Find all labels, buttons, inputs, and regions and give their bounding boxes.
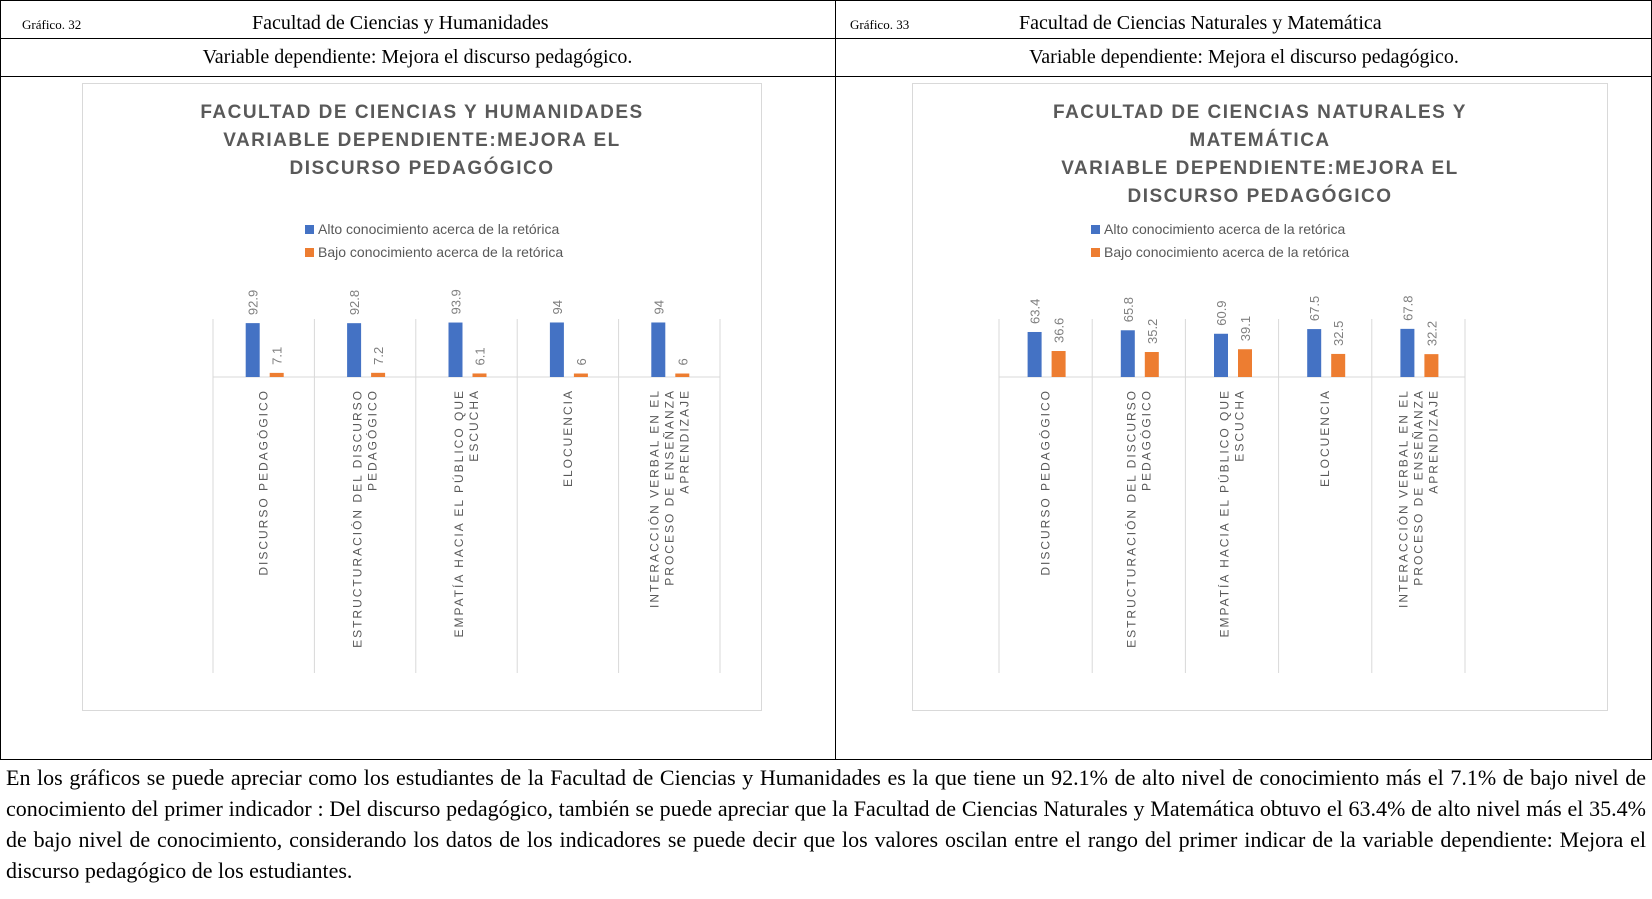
data-label: 7.2 <box>371 347 386 365</box>
bar-bajo <box>1238 349 1252 377</box>
category-label: PEDAGÓGICO <box>365 389 380 491</box>
data-label: 39.1 <box>1238 316 1253 341</box>
category-label: APRENDIZAJE <box>677 389 691 494</box>
bar-alto <box>448 322 463 377</box>
table-border-top <box>0 0 1652 1</box>
bar-bajo <box>269 372 284 377</box>
chart-title-line: FACULTAD DE CIENCIAS Y HUMANIDADES <box>200 102 643 123</box>
legend-label: Alto conocimiento acerca de la retórica <box>1104 221 1345 237</box>
chart-naturales-svg: FACULTAD DE CIENCIAS NATURALES Y MATEMÁTI… <box>998 102 1467 673</box>
bar-bajo <box>1424 354 1439 377</box>
chart-title-line: DISCURSO PEDAGÓGICO <box>290 157 555 179</box>
chart-humanidades-svg: FACULTAD DE CIENCIAS Y HUMANIDADES VARIAB… <box>200 102 721 673</box>
legend-label: Alto conocimiento acerca de la retórica <box>318 221 559 237</box>
analysis-paragraph: En los gráficos se puede apreciar como l… <box>6 765 1646 883</box>
category-label: INTERACCIÓN VERBAL EN EL <box>1395 389 1410 608</box>
category-label: PEDAGÓGICO <box>1138 389 1153 491</box>
category-label: ELOCUENCIA <box>561 389 575 487</box>
data-label: 7.1 <box>270 347 285 365</box>
legend-swatch <box>1091 225 1100 234</box>
data-label: 6.1 <box>473 347 488 365</box>
chart-naturales: FACULTAD DE CIENCIAS NATURALES Y MATEMÁTI… <box>912 83 1608 711</box>
category-label: ELOCUENCIA <box>1318 389 1332 487</box>
bar-bajo <box>675 373 690 377</box>
table-border-left <box>0 0 1 760</box>
legend-label: Bajo conocimiento acerca de la retórica <box>1104 244 1349 260</box>
data-label: 92.8 <box>347 290 362 315</box>
legend-swatch <box>305 225 314 234</box>
figure-label-right: Gráfico. 33 <box>850 17 910 32</box>
bar-bajo <box>573 373 588 377</box>
data-label: 65.8 <box>1121 297 1136 322</box>
legend-label: Bajo conocimiento acerca de la retórica <box>318 244 563 260</box>
bar-bajo <box>1144 352 1159 377</box>
bar-alto <box>1307 329 1322 377</box>
category-label: DISCURSO PEDAGÓGICO <box>1038 389 1053 576</box>
category-label: PROCESO DE ENSEÑANZA <box>1411 389 1425 586</box>
bar-alto <box>1027 331 1042 377</box>
bar-bajo <box>1051 351 1066 377</box>
data-label: 35.2 <box>1145 319 1160 344</box>
category-label: EMPATÍA HACIA EL PÚBLICO QUE <box>451 389 466 638</box>
table-divider-row1 <box>0 38 1652 39</box>
data-label: 92.9 <box>246 290 261 315</box>
bar-alto <box>1214 333 1228 377</box>
bar-alto <box>347 323 362 377</box>
chart-title-line: DISCURSO PEDAGÓGICO <box>1128 185 1393 207</box>
faculty-title-right: Facultad de Ciencias Naturales y Matemát… <box>1019 12 1382 34</box>
category-label: EMPATÍA HACIA EL PÚBLICO QUE <box>1217 389 1232 638</box>
category-label: INTERACCIÓN VERBAL EN EL <box>646 389 661 608</box>
category-label: ESCUCHA <box>467 389 481 462</box>
table-divider-row3 <box>0 759 1652 760</box>
bar-alto <box>1400 328 1415 377</box>
category-label: ESCUCHA <box>1233 389 1247 462</box>
table-divider-row2 <box>0 76 1652 77</box>
category-label: DISCURSO PEDAGÓGICO <box>256 389 271 576</box>
bar-alto <box>651 322 666 377</box>
figure-label-left: Gráfico. 32 <box>22 17 82 32</box>
chart-title-line: MATEMÁTICA <box>1189 129 1330 151</box>
category-label: ESTRUCTURACIÓN DEL DISCURSO <box>1123 389 1138 648</box>
chart-title-line: VARIABLE DEPENDIENTE:MEJORA EL <box>223 130 621 151</box>
category-label: ESTRUCTURACIÓN DEL DISCURSO <box>350 389 365 648</box>
data-label: 6 <box>675 358 690 365</box>
faculty-title-left: Facultad de Ciencias y Humanidades <box>252 12 549 34</box>
chart-title-line: FACULTAD DE CIENCIAS NATURALES Y <box>1053 102 1467 123</box>
data-label: 94 <box>651 300 666 314</box>
legend-swatch <box>1091 248 1100 257</box>
category-label: PROCESO DE ENSEÑANZA <box>662 389 676 586</box>
bar-bajo <box>472 373 487 377</box>
table-divider-vertical <box>835 0 836 760</box>
legend-swatch <box>305 248 314 257</box>
data-label: 94 <box>550 300 565 314</box>
bar-bajo <box>1331 353 1346 377</box>
bar-alto <box>549 322 564 377</box>
data-label: 6 <box>574 358 589 365</box>
data-label: 60.9 <box>1214 300 1229 325</box>
data-label: 67.5 <box>1307 296 1322 321</box>
data-label: 63.4 <box>1028 299 1043 324</box>
chart-humanidades: FACULTAD DE CIENCIAS Y HUMANIDADES VARIAB… <box>82 83 762 711</box>
variable-subtitle-right: Variable dependiente: Mejora el discurso… <box>1029 46 1459 68</box>
data-label: 32.5 <box>1331 321 1346 346</box>
data-label: 67.8 <box>1400 296 1415 321</box>
bar-alto <box>245 323 260 377</box>
chart-title-line: VARIABLE DEPENDIENTE:MEJORA EL <box>1061 158 1459 179</box>
variable-subtitle-left: Variable dependiente: Mejora el discurso… <box>202 46 633 68</box>
bar-alto <box>1120 330 1135 377</box>
data-label: 93.9 <box>449 289 464 314</box>
data-label: 32.2 <box>1424 321 1439 346</box>
category-label: APRENDIZAJE <box>1426 389 1440 494</box>
data-label: 36.6 <box>1052 318 1067 343</box>
bar-bajo <box>371 372 386 377</box>
